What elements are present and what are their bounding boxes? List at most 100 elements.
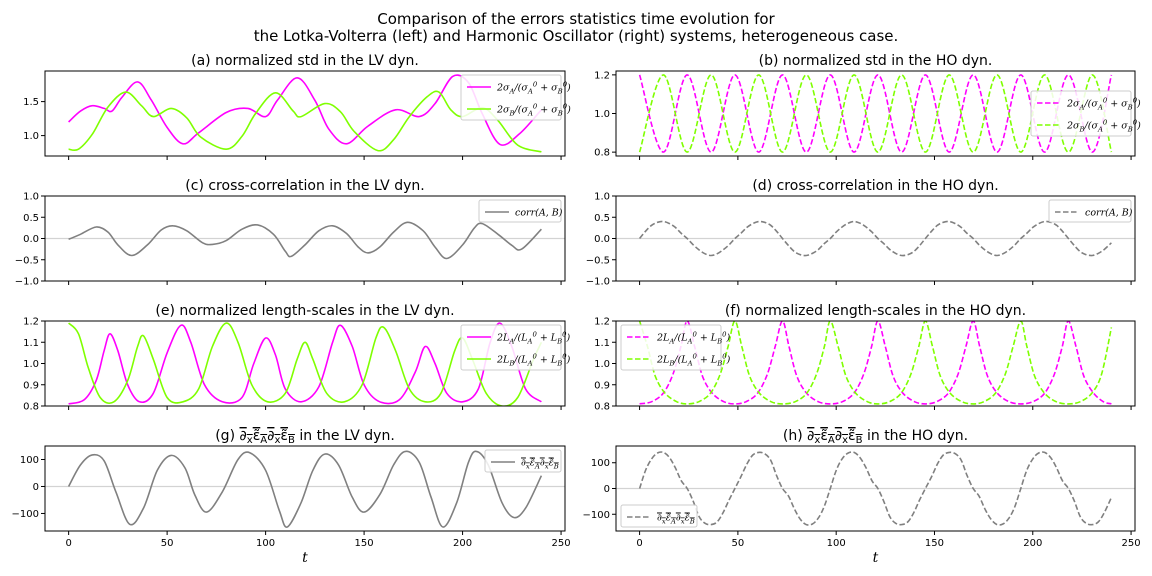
- figure-title-line-2: the Lotka-Volterra (left) and Harmonic O…: [254, 27, 899, 45]
- text-part: B: [557, 110, 563, 118]
- panel-title: (c) cross-correlation in the LV dyn.: [185, 178, 424, 194]
- text-part: 2L: [656, 355, 669, 366]
- text-part: /(σ: [1084, 121, 1099, 132]
- text-part: + σ: [1107, 121, 1128, 132]
- text-part: 2σ: [1066, 121, 1080, 132]
- text-part: A: [1079, 104, 1085, 112]
- legend-entry: 2σB/(σA0 + σB0): [496, 103, 571, 118]
- text-part: 0: [533, 103, 538, 111]
- legend: ∂xε̃A∂xε̃B: [484, 449, 562, 473]
- y-tick-label: 1.5: [23, 97, 39, 108]
- series-line-1: [68, 221, 542, 260]
- text-part: in the HO dyn.: [863, 428, 969, 444]
- text-part: /(σ: [513, 83, 528, 94]
- text-part: + L: [537, 333, 557, 344]
- text-part: A: [1097, 104, 1103, 112]
- legend-box: [620, 504, 698, 528]
- series-line-1: [68, 322, 542, 405]
- text-part: B: [509, 110, 515, 118]
- text-part: (f) normalized length-scales in the HO d…: [725, 303, 1026, 319]
- text-part: x: [545, 463, 549, 471]
- text-part: + σ: [537, 105, 558, 116]
- y-tick-label: 1.0: [594, 359, 610, 370]
- text-part: ε̃: [530, 458, 535, 469]
- legend-entry: corr(A, B): [1085, 208, 1133, 219]
- series-group: [68, 74, 542, 153]
- y-tick-label: 0: [604, 484, 610, 495]
- text-part: A: [509, 88, 515, 96]
- legend: ∂xε̃A∂xε̃B: [620, 504, 698, 528]
- y-tick-label: 1.0: [594, 109, 610, 120]
- panel-title: (g) ∂xε̃A∂xε̃B in the LV dyn.: [215, 428, 395, 446]
- series-group: [638, 451, 1113, 526]
- text-part: 0: [722, 331, 727, 339]
- text-part: B: [508, 360, 514, 368]
- text-part: B: [716, 360, 722, 368]
- text-part: B: [556, 360, 562, 368]
- text-part: + L: [537, 355, 557, 366]
- text-part: ε̃: [549, 458, 554, 469]
- legend-entry: 2σA/(σA0 + σB0): [496, 81, 571, 96]
- text-part: + σ: [537, 83, 558, 94]
- text-part: ∂: [239, 428, 246, 444]
- legend-entry: 2σA/(σA0 + σB0): [1066, 97, 1141, 112]
- y-tick-label: −100: [583, 510, 610, 521]
- text-part: 0: [533, 353, 538, 361]
- chart-panels: (a) normalized std in the LV dyn. 1.0 1.5 2…: [12, 53, 1142, 566]
- legend-entry: ∂xε̃A∂xε̃B: [657, 513, 695, 526]
- legend: 2LA/(LA0 + LB0)2LB/(LA0 + LB0): [460, 324, 571, 371]
- text-part: /(σ: [1083, 99, 1098, 110]
- series-line-1: [639, 321, 1112, 405]
- y-tick-label: 1.2: [594, 70, 610, 81]
- y-tick-label: 0.8: [594, 402, 610, 413]
- text-part: ∂: [540, 458, 545, 469]
- text-part: B: [856, 435, 863, 446]
- y-tick-label: 0.0: [23, 234, 39, 245]
- text-part: (a) normalized std in the LV dyn.: [191, 53, 419, 69]
- text-part: 2σ: [496, 105, 510, 116]
- text-part: x: [814, 435, 820, 446]
- text-part: A: [534, 463, 540, 471]
- legend: 2σA/(σA0 + σB0)2σB/(σA0 + σB0): [460, 74, 571, 121]
- text-part: ε̃: [848, 428, 856, 444]
- text-part: B: [556, 338, 562, 346]
- series-group: [68, 221, 542, 260]
- legend: corr(A, B): [478, 199, 563, 223]
- x-tick-label: 150: [925, 538, 944, 549]
- text-part: 0: [563, 103, 568, 111]
- text-part: 0: [563, 81, 568, 89]
- panel-a: (a) normalized std in the LV dyn. 1.0 1.5 2…: [23, 53, 571, 160]
- text-part: A: [668, 338, 674, 346]
- legend: 2LA/(LA0 + LB0)2LB/(LA0 + LB0): [620, 324, 731, 371]
- y-tick-label: 0.8: [594, 148, 610, 159]
- panel-c: (c) cross-correlation in the LV dyn. −1.0…: [15, 178, 566, 288]
- text-part: ): [1136, 99, 1141, 110]
- text-part: ∂: [676, 513, 681, 524]
- text-part: 0: [1103, 119, 1108, 127]
- text-part: 2L: [496, 355, 509, 366]
- y-tick-label: −0.5: [15, 255, 39, 266]
- y-tick-label: 0.5: [594, 213, 610, 224]
- text-part: (d) cross-correlation in the HO dyn.: [752, 178, 998, 194]
- text-part: 0: [692, 331, 697, 339]
- series-line-2: [638, 321, 1113, 405]
- text-part: x: [662, 518, 666, 526]
- text-part: (e) normalized length-scales in the LV d…: [155, 303, 454, 319]
- x-tick-label: 50: [732, 538, 745, 549]
- text-part: A: [687, 338, 693, 346]
- legend-entry: 2σB/(σA0 + σB0): [1066, 119, 1141, 134]
- y-tick-label: 1.0: [23, 131, 39, 142]
- x-axis-label: t: [302, 550, 308, 566]
- x-tick-label: 250: [1122, 538, 1141, 549]
- panel-title: (f) normalized length-scales in the HO d…: [725, 303, 1026, 319]
- text-part: ∂: [657, 513, 662, 524]
- y-tick-label: 1.0: [23, 192, 39, 203]
- x-tick-label: 100: [827, 538, 846, 549]
- panel-e: (e) normalized length-scales in the LV d…: [23, 303, 571, 413]
- legend: 2σA/(σA0 + σB0) 2σB/(σA0 + σB0): [1030, 90, 1141, 137]
- y-tick-label: 0.5: [23, 213, 39, 224]
- text-part: ε̃: [820, 428, 828, 444]
- legend-box: [484, 449, 562, 473]
- text-part: in the LV dyn.: [295, 428, 395, 444]
